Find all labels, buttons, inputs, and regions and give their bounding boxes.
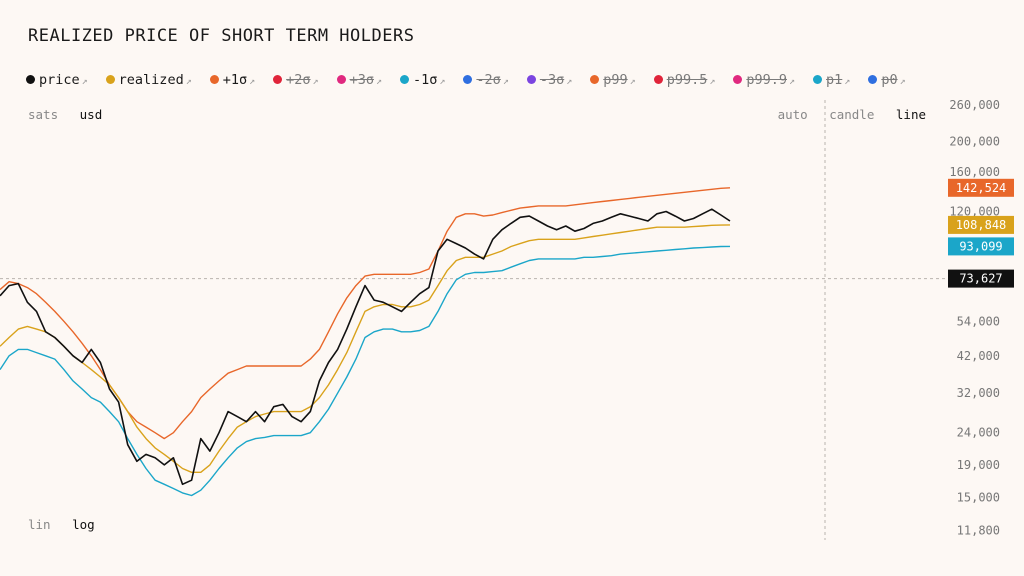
scale-toggle: lin log (28, 517, 109, 532)
legend-dot-icon (463, 75, 473, 84)
series-line--1σ (0, 245, 731, 497)
y-tick-label: 120,000 (949, 205, 1000, 219)
legend-dot-icon (733, 75, 743, 84)
external-link-icon: ↗ (439, 76, 446, 87)
legend-dot-icon (526, 75, 536, 84)
legend-label: +2σ (286, 72, 311, 88)
chart-type-toggle: auto candle line (778, 107, 940, 122)
value-badge-label: 73,627 (959, 272, 1002, 286)
legend-dot-icon (653, 75, 663, 84)
legend-item-8[interactable]: p99 ↗ (590, 72, 636, 88)
legend-dot-icon (336, 75, 346, 84)
legend-label: -3σ (539, 72, 565, 88)
legend-label: -1σ (413, 72, 438, 88)
value-badge (948, 215, 1014, 234)
legend-item-7[interactable]: -3σ ↗ (526, 72, 573, 88)
legend-item-3[interactable]: +2σ ↗ (273, 72, 319, 88)
legend-label: realized (118, 72, 184, 88)
chart-type-option-auto[interactable]: auto (777, 107, 808, 122)
y-tick-label: 24,000 (957, 426, 1000, 440)
scale-option-lin[interactable]: lin (28, 517, 51, 532)
legend-label: +3σ (349, 72, 374, 88)
legend-dot-icon (273, 75, 283, 84)
value-badge (948, 237, 1014, 256)
legend-item-6[interactable]: -2σ ↗ (463, 72, 509, 88)
legend-item-9[interactable]: p99.5 ↗ (653, 72, 716, 88)
external-link-icon: ↗ (899, 76, 906, 87)
external-link-icon: ↗ (81, 76, 88, 87)
legend-item-1[interactable]: realized ↗ (105, 72, 192, 88)
legend: price ↗ realized ↗ +1σ ↗ +2σ ↗ +3σ ↗ -1σ ↗ -2σ ↗ -3σ ↗ p… (26, 72, 924, 90)
legend-item-11[interactable]: p1 ↗ (813, 72, 850, 88)
chart-type-option-candle[interactable]: candle (829, 107, 875, 122)
external-link-icon: ↗ (629, 76, 636, 87)
legend-label: p99.9 (746, 72, 787, 88)
legend-item-4[interactable]: +3σ ↗ (336, 72, 382, 88)
external-link-icon: ↗ (789, 76, 796, 87)
scale-option-log[interactable]: log (72, 517, 95, 532)
legend-label: price (39, 72, 80, 88)
external-link-icon: ↗ (375, 76, 382, 87)
y-tick-label: 19,000 (957, 458, 1000, 472)
legend-label: p1 (826, 72, 843, 88)
external-link-icon: ↗ (844, 76, 851, 87)
unit-toggle: sats usd (28, 107, 116, 122)
value-badge (948, 269, 1014, 288)
y-tick-label: 200,000 (949, 134, 1000, 148)
legend-dot-icon (400, 75, 409, 84)
y-tick-label: 260,000 (949, 98, 1000, 112)
legend-dot-icon (590, 75, 600, 84)
external-link-icon: ↗ (566, 76, 573, 87)
value-badge-label: 93,099 (959, 239, 1002, 253)
unit-option-usd[interactable]: usd (79, 107, 103, 122)
legend-label: p99 (603, 72, 628, 88)
y-tick-label: 42,000 (957, 349, 1000, 363)
chart-type-option-line[interactable]: line (895, 107, 926, 122)
series-line-price (0, 208, 731, 486)
legend-dot-icon (868, 75, 878, 84)
external-link-icon: ↗ (709, 76, 716, 87)
legend-item-0[interactable]: price ↗ (26, 72, 88, 88)
series-line-realized (0, 224, 731, 473)
unit-option-sats[interactable]: sats (28, 107, 59, 122)
legend-item-12[interactable]: p0 ↗ (868, 72, 906, 88)
legend-dot-icon (26, 75, 35, 84)
y-tick-label: 11,800 (957, 523, 1000, 537)
legend-item-2[interactable]: +1σ ↗ (209, 72, 256, 88)
y-tick-label: 32,000 (957, 386, 1000, 400)
external-link-icon: ↗ (502, 76, 509, 87)
external-link-icon: ↗ (185, 76, 192, 87)
legend-item-5[interactable]: -1σ ↗ (400, 72, 445, 88)
legend-dot-icon (105, 75, 115, 84)
legend-label: -2σ (476, 72, 501, 88)
y-tick-label: 160,000 (949, 165, 1000, 179)
legend-label: +1σ (222, 72, 248, 88)
value-badge-label: 142,524 (956, 181, 1007, 195)
page-title: REALIZED PRICE OF SHORT TERM HOLDERS (28, 26, 415, 46)
legend-label: p99.5 (666, 72, 708, 88)
y-tick-label: 15,000 (957, 490, 1000, 504)
external-link-icon: ↗ (249, 76, 256, 87)
series-line-+1σ (0, 187, 731, 440)
legend-dot-icon (209, 75, 219, 84)
y-tick-label: 54,000 (957, 314, 1000, 328)
legend-item-10[interactable]: p99.9 ↗ (733, 72, 795, 88)
legend-dot-icon (813, 75, 823, 84)
value-badge-label: 108,848 (956, 218, 1007, 232)
external-link-icon: ↗ (312, 76, 319, 87)
value-badge (948, 178, 1014, 197)
legend-label: p0 (881, 72, 898, 88)
